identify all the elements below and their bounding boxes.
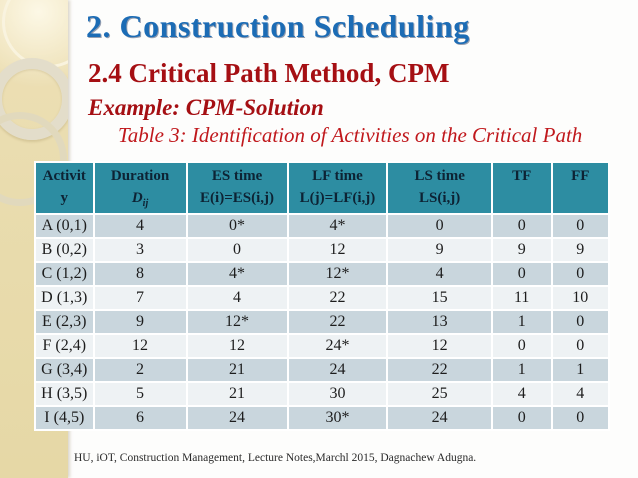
table-cell: 4	[386, 261, 493, 287]
table-cell: G (3,4)	[34, 357, 95, 383]
example-heading: Example: CPM-Solution	[88, 95, 324, 120]
column-header: FF	[550, 161, 611, 215]
table-row: F (2,4) 12 12 24* 12 0 0	[34, 333, 611, 359]
table-cell: 0*	[185, 213, 289, 239]
table-header-row: Activit y Duration Dij ES time E(i)=ES(i,j) LF…	[34, 161, 611, 215]
table-cell: 7	[92, 285, 188, 311]
column-header: TF	[490, 161, 553, 215]
column-header: ES time E(i)=ES(i,j)	[185, 161, 289, 215]
table-cell: 0	[550, 405, 611, 431]
table-cell: 11	[490, 285, 553, 311]
table-cell: 0	[550, 213, 611, 239]
table-cell: 5	[92, 381, 188, 407]
table-cell: 1	[490, 309, 553, 335]
table-cell: 4	[92, 213, 188, 239]
table-cell: 0	[490, 405, 553, 431]
table-cell: 2	[92, 357, 188, 383]
table-cell: 0	[490, 333, 553, 359]
table-cell: 10	[550, 285, 611, 311]
table-cell: 3	[92, 237, 188, 263]
table-cell: 9	[92, 309, 188, 335]
table-cell: 22	[386, 357, 493, 383]
table-cell: 24	[386, 405, 493, 431]
table-cell: 25	[386, 381, 493, 407]
table-cell: B (0,2)	[34, 237, 95, 263]
column-header: LF time L(j)=LF(i,j)	[286, 161, 389, 215]
table-cell: F (2,4)	[34, 333, 95, 359]
table-cell: 24	[185, 405, 289, 431]
table-cell: 15	[386, 285, 493, 311]
table-row: A (0,1) 4 0* 4* 0 0 0	[34, 213, 611, 239]
table-row: D (1,3) 7 4 22 15 11 10	[34, 285, 611, 311]
table-cell: 24*	[286, 333, 389, 359]
table-cell: 4*	[185, 261, 289, 287]
table-cell: 12*	[185, 309, 289, 335]
table-cell: 0	[550, 333, 611, 359]
table-cell: 22	[286, 285, 389, 311]
table-cell: 4	[185, 285, 289, 311]
table-row: C (1,2) 8 4* 12* 4 0 0	[34, 261, 611, 287]
table-cell: E (2,3)	[34, 309, 95, 335]
cpm-activities-table: Activit y Duration Dij ES time E(i)=ES(i,j) LF…	[34, 161, 611, 431]
table-cell: I (4,5)	[34, 405, 95, 431]
table-row: E (2,3) 9 12* 22 13 1 0	[34, 309, 611, 335]
table-cell: 1	[550, 357, 611, 383]
table-caption: Table 3: Identification of Activities on…	[118, 123, 583, 147]
slide-title: 2. Construction Scheduling	[86, 8, 470, 44]
table-row: G (3,4) 2 21 24 22 1 1	[34, 357, 611, 383]
column-header: LS time LS(i,j)	[386, 161, 493, 215]
table-cell: 6	[92, 405, 188, 431]
table-cell: 9	[490, 237, 553, 263]
table-cell: C (1,2)	[34, 261, 95, 287]
table-cell: 12	[185, 333, 289, 359]
section-heading: 2.4 Critical Path Method, CPM	[88, 58, 450, 88]
table-cell: 12	[286, 237, 389, 263]
table-cell: H (3,5)	[34, 381, 95, 407]
table-row: B (0,2) 3 0 12 9 9 9	[34, 237, 611, 263]
decorative-ring	[0, 112, 67, 206]
table-cell: 12	[386, 333, 493, 359]
table-cell: 0	[386, 213, 493, 239]
table-cell: 21	[185, 357, 289, 383]
table-row: H (3,5) 5 21 30 25 4 4	[34, 381, 611, 407]
table-cell: 1	[490, 357, 553, 383]
column-header: Duration Dij	[92, 161, 188, 215]
table-cell: 4	[490, 381, 553, 407]
table-cell: 4	[550, 381, 611, 407]
footer-credit: HU, iOT, Construction Management, Lectur…	[74, 452, 477, 464]
table-cell: 21	[185, 381, 289, 407]
table-cell: 0	[490, 261, 553, 287]
table-cell: 22	[286, 309, 389, 335]
table-cell: 9	[386, 237, 493, 263]
table-cell: 0	[550, 309, 611, 335]
table-cell: 0	[185, 237, 289, 263]
column-header: Activit y	[34, 161, 95, 215]
table-cell: 0	[550, 261, 611, 287]
table-cell: A (0,1)	[34, 213, 95, 239]
table-cell: 24	[286, 357, 389, 383]
table-cell: 8	[92, 261, 188, 287]
table-cell: D (1,3)	[34, 285, 95, 311]
table-cell: 12*	[286, 261, 389, 287]
table-cell: 30*	[286, 405, 389, 431]
table-cell: 30	[286, 381, 389, 407]
table-cell: 4*	[286, 213, 389, 239]
table-row: I (4,5) 6 24 30* 24 0 0	[34, 405, 611, 431]
table-cell: 0	[490, 213, 553, 239]
table-cell: 9	[550, 237, 611, 263]
table-cell: 13	[386, 309, 493, 335]
table-cell: 12	[92, 333, 188, 359]
table-body: A (0,1) 4 0* 4* 0 0 0 B (0,2) 3 0 12 9 9 9 C (1,2) 8 4* 1…	[34, 213, 611, 431]
